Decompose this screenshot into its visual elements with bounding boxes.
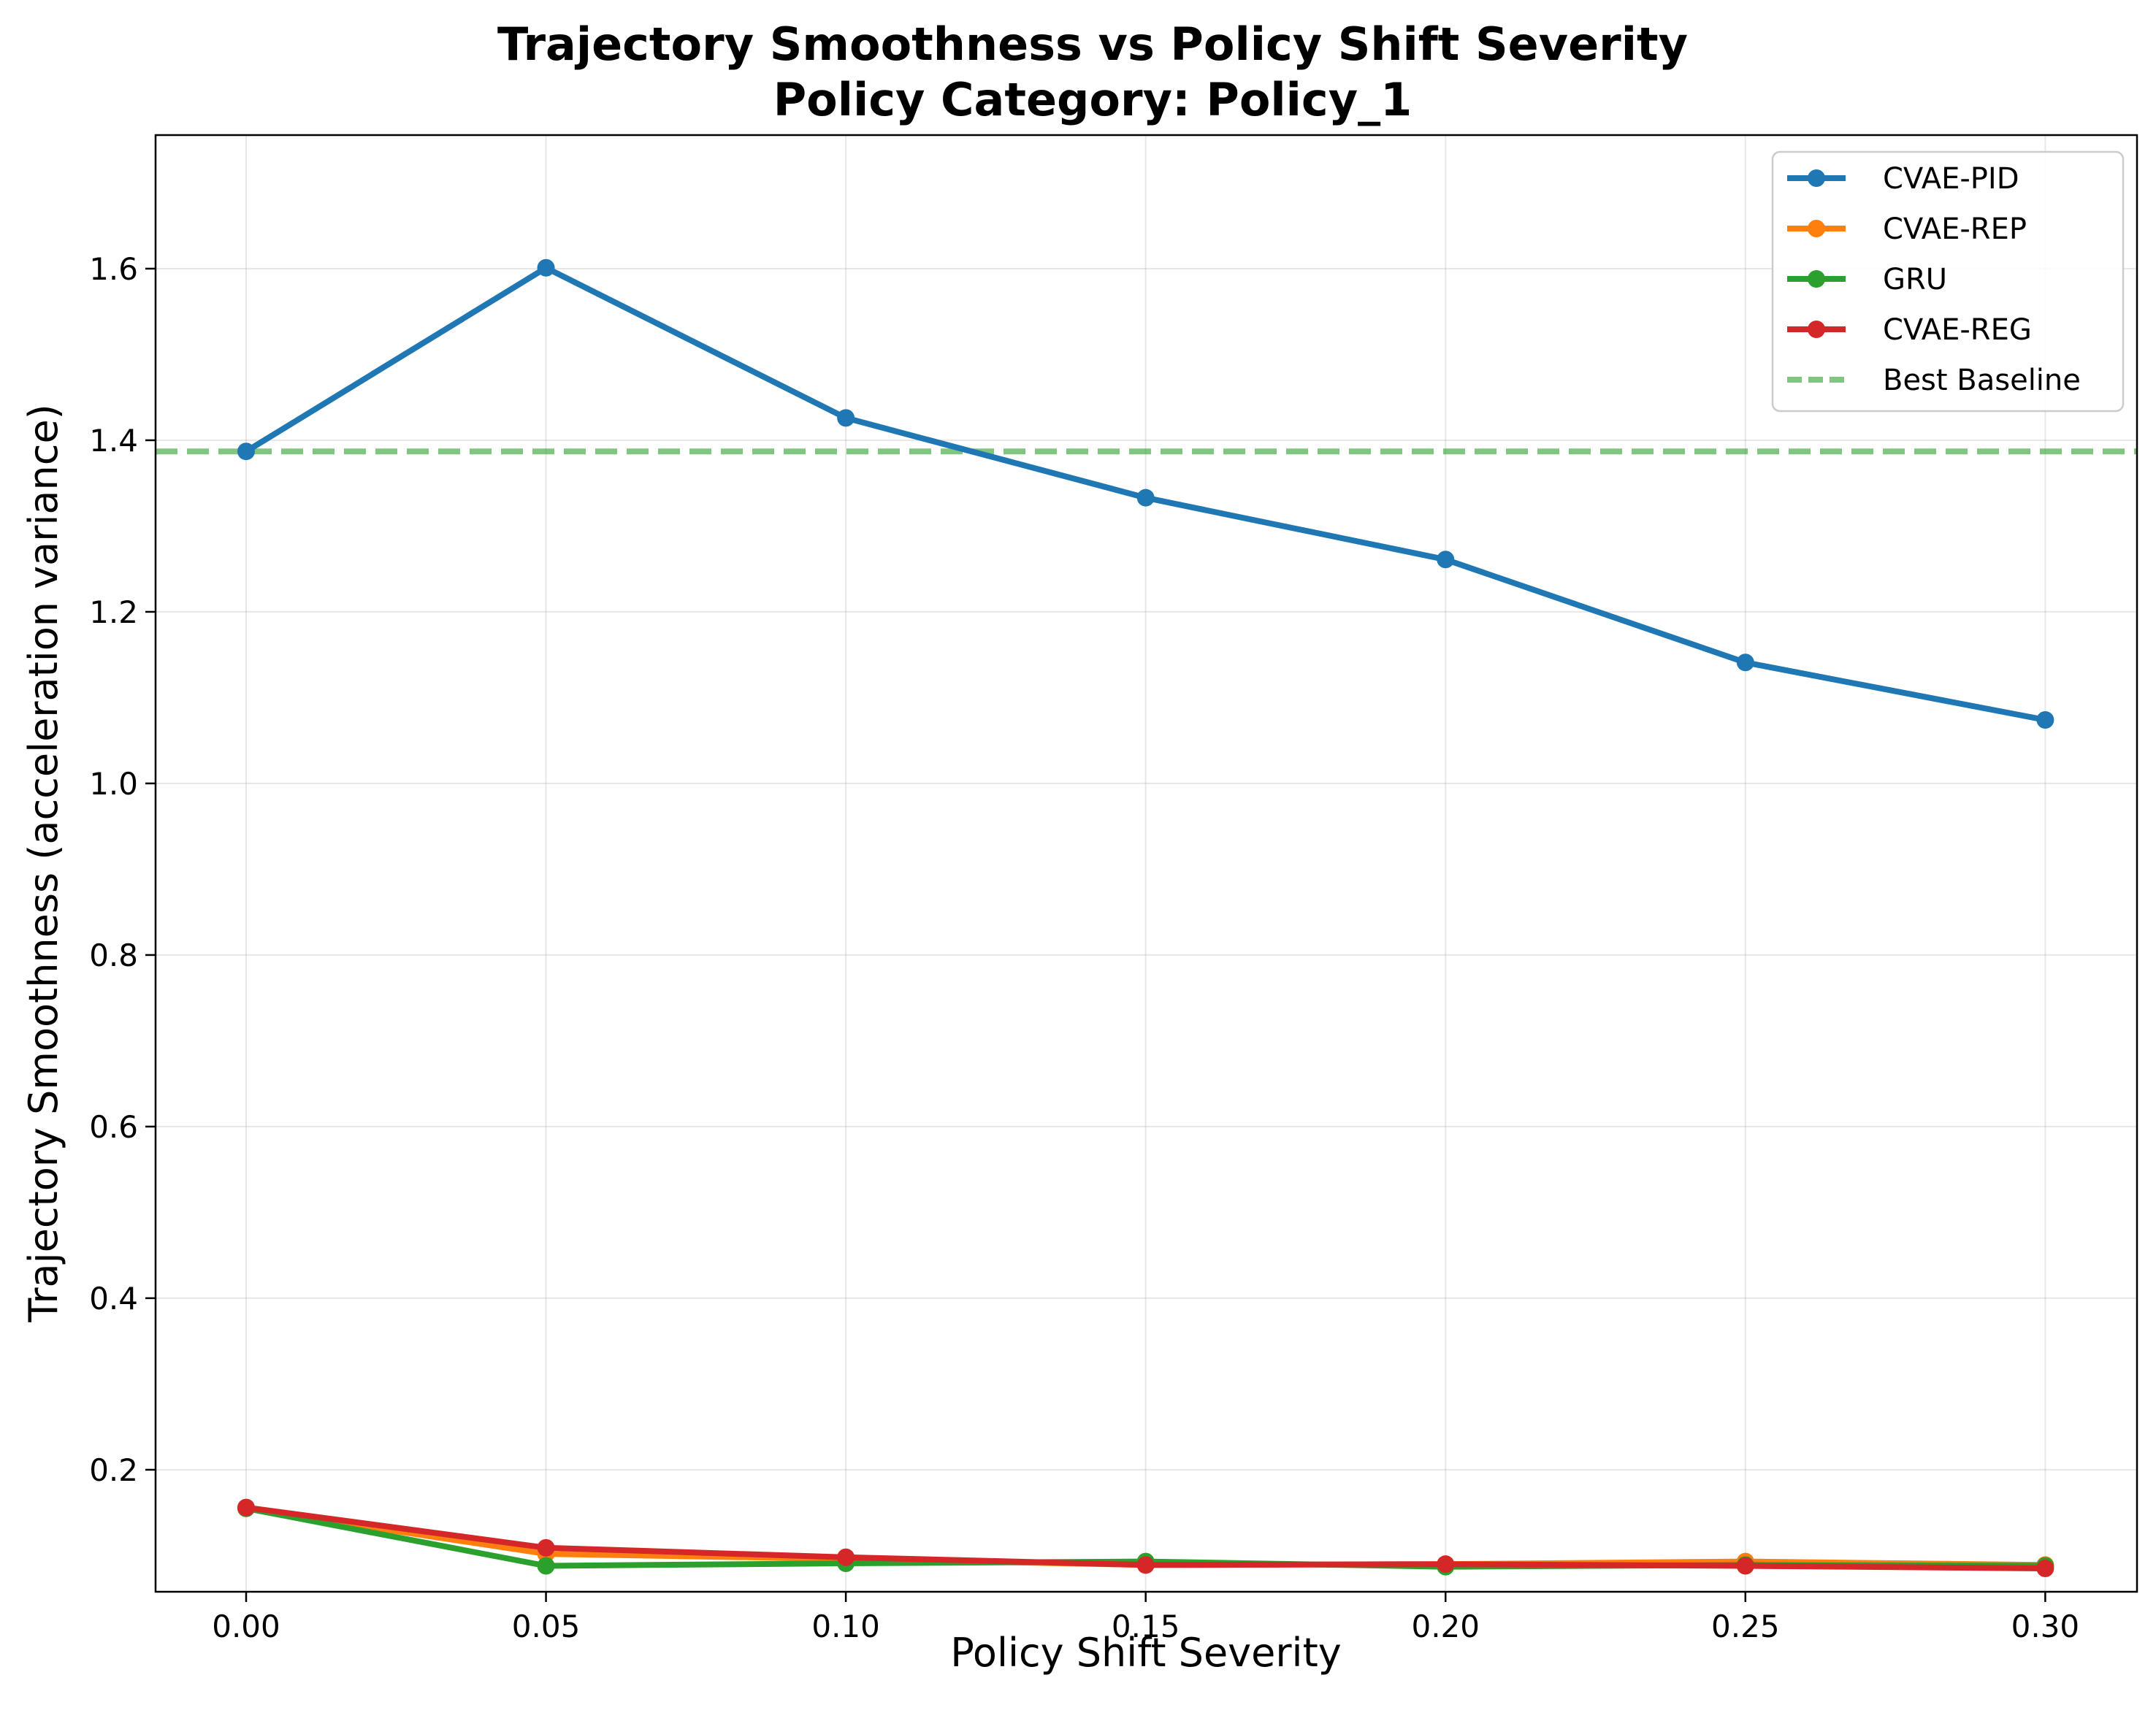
y-tick-label: 1.0	[89, 766, 138, 802]
grid	[156, 135, 2137, 1592]
y-axis-label: Trajectory Smoothness (acceleration vari…	[20, 404, 66, 1322]
data-point-cvae-pid	[537, 258, 555, 277]
data-point-cvae-reg	[2036, 1560, 2054, 1578]
data-point-cvae-pid	[237, 442, 255, 461]
legend-item-cvae-pid: CVAE-PID	[1787, 162, 2019, 196]
y-tick-label: 1.4	[89, 423, 138, 459]
data-point-cvae-reg	[537, 1538, 555, 1557]
legend-label-best-baseline: Best Baseline	[1883, 364, 2081, 397]
data-point-cvae-pid	[1136, 488, 1155, 507]
y-tick-label: 0.6	[89, 1109, 138, 1145]
data-point-cvae-pid	[2036, 710, 2054, 729]
y-tick-label: 0.8	[89, 938, 138, 973]
legend-item-gru: GRU	[1787, 263, 1947, 296]
x-tick-label: 0.10	[811, 1609, 880, 1644]
legend-marker-cvae-reg	[1808, 321, 1825, 338]
x-tick-label: 0.05	[512, 1609, 581, 1644]
x-axis-ticks: 0.00 0.05 0.10 0.15 0.20 0.25 0.30	[212, 1592, 2079, 1644]
data-point-cvae-pid	[1736, 653, 1754, 672]
data-point-cvae-reg	[1136, 1556, 1155, 1574]
legend: CVAE-PID CVAE-REP GRU CVAE-REG Best Baseline	[1771, 150, 2125, 413]
y-axis-ticks: 0.2 0.4 0.6 0.8 1.0 1.2 1.4 1.6	[89, 251, 156, 1488]
legend-label-cvae-reg: CVAE-REG	[1883, 313, 2032, 347]
series-cvae-pid	[237, 258, 2054, 729]
y-tick-label: 1.6	[89, 251, 138, 287]
chart-title: Trajectory Smoothness vs Policy Shift Se…	[497, 18, 1688, 71]
series-cvae-reg	[237, 1498, 2054, 1578]
y-tick-label: 0.2	[89, 1452, 138, 1488]
legend-label-cvae-rep: CVAE-REP	[1883, 212, 2027, 246]
x-tick-label: 0.15	[1112, 1609, 1180, 1644]
legend-label-cvae-pid: CVAE-PID	[1883, 162, 2019, 196]
x-tick-label: 0.00	[212, 1609, 280, 1644]
x-tick-label: 0.25	[1711, 1609, 1780, 1644]
legend-item-cvae-reg: CVAE-REG	[1787, 313, 2032, 347]
legend-item-cvae-rep: CVAE-REP	[1787, 212, 2027, 246]
x-tick-label: 0.30	[2011, 1609, 2080, 1644]
data-point-cvae-reg	[1437, 1555, 1455, 1574]
data-point-cvae-reg	[837, 1548, 855, 1566]
data-point-cvae-reg	[237, 1498, 255, 1517]
data-point-gru	[537, 1557, 555, 1575]
x-tick-label: 0.20	[1411, 1609, 1480, 1644]
legend-marker-gru	[1808, 270, 1825, 288]
y-tick-label: 0.4	[89, 1281, 138, 1316]
legend-box	[1771, 150, 2125, 413]
legend-marker-cvae-pid	[1808, 169, 1825, 187]
chart-subtitle: Policy Category: Policy_1	[773, 73, 1413, 126]
legend-item-best-baseline: Best Baseline	[1787, 364, 2081, 397]
series-layer	[237, 258, 2054, 1578]
data-point-cvae-pid	[1437, 551, 1455, 569]
data-point-cvae-reg	[1736, 1557, 1754, 1575]
y-tick-label: 1.2	[89, 594, 138, 630]
x-axis-label: Policy Shift Severity	[950, 1630, 1341, 1676]
legend-label-gru: GRU	[1883, 263, 1947, 296]
legend-marker-cvae-rep	[1808, 220, 1825, 237]
data-point-cvae-pid	[837, 409, 855, 427]
